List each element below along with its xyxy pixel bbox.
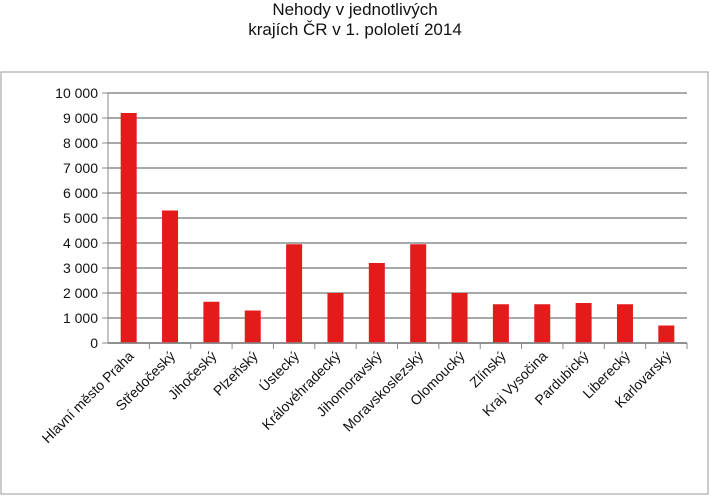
y-tick-label: 3 000 <box>63 260 98 276</box>
y-tick-label: 7 000 <box>63 160 98 176</box>
bar <box>616 304 633 343</box>
y-tick-label: 5 000 <box>63 210 98 226</box>
bar <box>451 293 468 343</box>
bar <box>534 304 551 343</box>
bar <box>327 293 344 343</box>
y-tick-label: 2 000 <box>63 285 98 301</box>
bar <box>492 304 509 343</box>
x-axis: Hlavní město PrahaStředočeskýJihočeskýPl… <box>39 342 688 446</box>
bar <box>368 263 385 343</box>
y-axis: 0 1 000 2 000 3 000 4 000 5 000 6 000 7 000 8 00… <box>55 85 109 351</box>
bar <box>162 210 179 343</box>
y-tick-label: 9 000 <box>63 110 98 126</box>
bar <box>575 303 592 343</box>
bar <box>286 244 303 343</box>
chart-title-line-2: krajích ČR v 1. pololetí 2014 <box>248 20 462 39</box>
y-tick-label: 4 000 <box>63 235 98 251</box>
chart-title-line-1: Nehody v jednotlivých <box>272 0 438 19</box>
chart-title: Nehody v jednotlivých krajích ČR v 1. po… <box>0 0 710 40</box>
y-tick-label: 10 000 <box>55 85 98 101</box>
chart-frame <box>0 71 709 495</box>
bar <box>410 244 427 343</box>
y-tick-label: 0 <box>90 335 98 351</box>
bar <box>120 113 137 343</box>
bar <box>203 301 220 343</box>
bar <box>658 325 675 343</box>
gridlines <box>108 92 687 344</box>
y-tick-label: 1 000 <box>63 310 98 326</box>
bar <box>244 310 261 343</box>
y-tick-label: 8 000 <box>63 135 98 151</box>
x-category-label: Plzeňský <box>210 348 261 399</box>
y-tick-label: 6 000 <box>63 185 98 201</box>
bars <box>120 113 675 343</box>
